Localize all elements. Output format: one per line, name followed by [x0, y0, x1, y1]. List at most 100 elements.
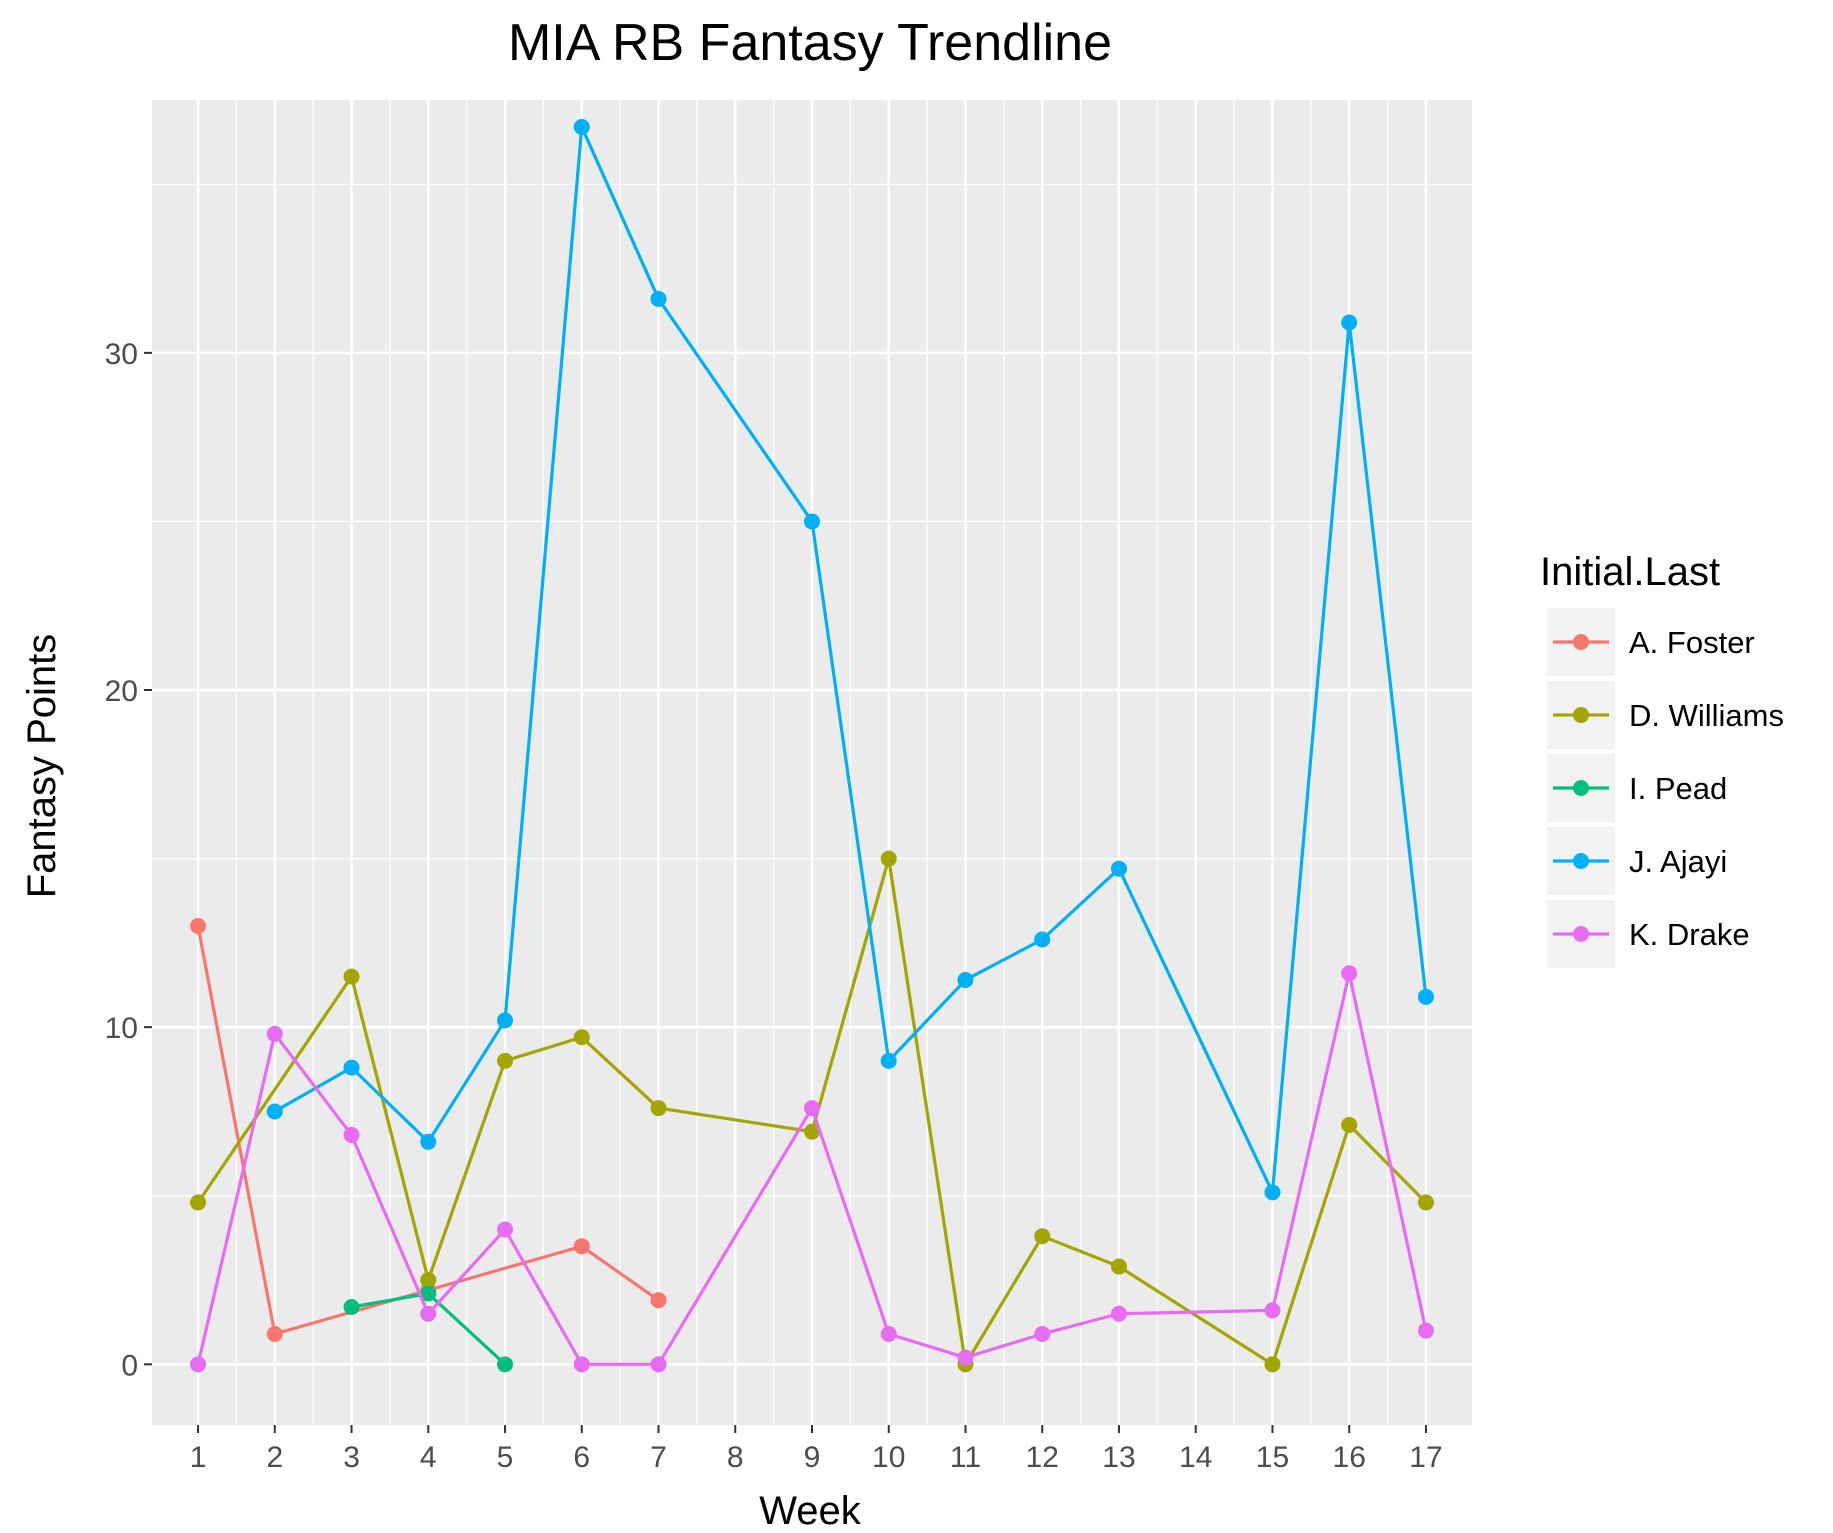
data-point — [420, 1272, 437, 1289]
data-point — [266, 1325, 283, 1342]
y-tick-label: 0 — [121, 1349, 138, 1382]
data-point — [1417, 1194, 1434, 1211]
x-tick-label: 16 — [1333, 1441, 1366, 1474]
x-tick-label: 4 — [420, 1441, 437, 1474]
data-point — [650, 1100, 667, 1117]
data-point — [497, 1356, 514, 1373]
x-tick-label: 11 — [950, 1441, 981, 1474]
data-point — [1110, 1258, 1127, 1275]
legend-item-i-pead: I. Pead — [1547, 754, 1727, 822]
data-point — [880, 850, 897, 867]
data-point — [1264, 1184, 1281, 1201]
series-line-j-ajayi — [273, 125, 1428, 1194]
chart-title: MIA RB Fantasy Trendline — [508, 14, 1112, 72]
data-point — [343, 1298, 360, 1315]
data-point — [1264, 1356, 1281, 1373]
data-point — [573, 118, 590, 135]
series-layer — [190, 118, 1434, 1373]
legend-key-point — [1573, 780, 1589, 796]
series-j-ajayi — [266, 118, 1434, 1201]
data-point — [804, 513, 820, 530]
data-point — [420, 1133, 437, 1150]
data-point — [266, 1025, 283, 1042]
plot-panel — [152, 100, 1472, 1425]
data-point — [1034, 1325, 1051, 1342]
x-tick-label: 3 — [343, 1441, 360, 1474]
y-axis-title: Fantasy Points — [20, 634, 64, 899]
x-tick-label: 14 — [1179, 1441, 1212, 1474]
data-point — [497, 1221, 514, 1238]
x-tick-label: 10 — [872, 1441, 905, 1474]
data-point — [804, 1123, 820, 1140]
x-tick-label: 9 — [804, 1441, 821, 1474]
series-k-drake — [190, 965, 1434, 1373]
series-d-williams — [190, 850, 1434, 1373]
data-point — [1417, 1322, 1434, 1339]
legend-item-a-foster: A. Foster — [1547, 608, 1755, 676]
legend-key-point — [1573, 707, 1589, 723]
x-tick-label: 12 — [1026, 1441, 1059, 1474]
legend-item-d-williams: D. Williams — [1547, 681, 1784, 749]
data-point — [1034, 1228, 1051, 1245]
data-point — [957, 1349, 974, 1366]
series-line-d-williams — [196, 856, 1428, 1366]
data-point — [1034, 931, 1051, 948]
x-tick-label: 7 — [650, 1441, 667, 1474]
y-axis: 0 10 20 30 — [105, 338, 152, 1382]
legend-item-j-ajayi: J. Ajayi — [1547, 827, 1727, 895]
data-point — [343, 1127, 360, 1144]
y-tick-label: 20 — [105, 675, 138, 708]
data-point — [190, 918, 207, 935]
data-point — [804, 1100, 820, 1117]
data-point — [266, 1103, 283, 1120]
data-point — [573, 1356, 590, 1373]
x-tick-label: 6 — [573, 1441, 590, 1474]
x-tick-label: 2 — [266, 1441, 283, 1474]
data-point — [190, 1356, 207, 1373]
data-point — [497, 1012, 514, 1029]
legend: Initial.Last A. Foster D. Williams I. Pead… — [1540, 550, 1784, 968]
x-axis-title: Week — [759, 1489, 862, 1533]
y-tick-label: 10 — [105, 1012, 138, 1045]
legend-item-k-drake: K. Drake — [1547, 900, 1750, 968]
legend-key-point — [1573, 926, 1589, 942]
data-point — [1110, 860, 1127, 877]
legend-label: K. Drake — [1629, 917, 1750, 952]
data-point — [650, 1292, 667, 1309]
legend-title: Initial.Last — [1540, 550, 1720, 594]
x-tick-label: 8 — [727, 1441, 744, 1474]
x-tick-label: 17 — [1409, 1441, 1442, 1474]
x-axis: 1 2 3 4 5 6 7 8 9 10 11 12 13 14 15 16 17 — [190, 1425, 1443, 1474]
data-point — [1341, 314, 1358, 331]
data-point — [650, 1356, 667, 1373]
data-point — [650, 290, 667, 307]
x-tick-label: 1 — [190, 1441, 207, 1474]
y-tick-label: 30 — [105, 338, 138, 371]
data-point — [573, 1029, 590, 1046]
data-point — [1417, 988, 1434, 1005]
data-point — [420, 1305, 437, 1322]
legend-key-point — [1573, 634, 1589, 650]
x-tick-label: 13 — [1102, 1441, 1135, 1474]
data-point — [420, 1285, 437, 1302]
data-point — [880, 1325, 897, 1342]
series-i-pead — [343, 1285, 514, 1373]
legend-label: I. Pead — [1629, 771, 1727, 806]
legend-label: D. Williams — [1629, 698, 1784, 733]
data-point — [1341, 1116, 1358, 1133]
data-point — [880, 1052, 897, 1069]
legend-label: A. Foster — [1629, 625, 1755, 660]
data-point — [573, 1238, 590, 1255]
data-point — [343, 1059, 360, 1076]
data-point — [1264, 1302, 1281, 1319]
x-tick-label: 5 — [497, 1441, 514, 1474]
data-point — [343, 968, 360, 985]
data-point — [957, 971, 974, 988]
legend-key-point — [1573, 853, 1589, 869]
data-point — [1110, 1305, 1127, 1322]
legend-label: J. Ajayi — [1629, 844, 1727, 879]
data-point — [497, 1052, 514, 1069]
x-tick-label: 15 — [1256, 1441, 1289, 1474]
data-point — [1341, 965, 1358, 982]
